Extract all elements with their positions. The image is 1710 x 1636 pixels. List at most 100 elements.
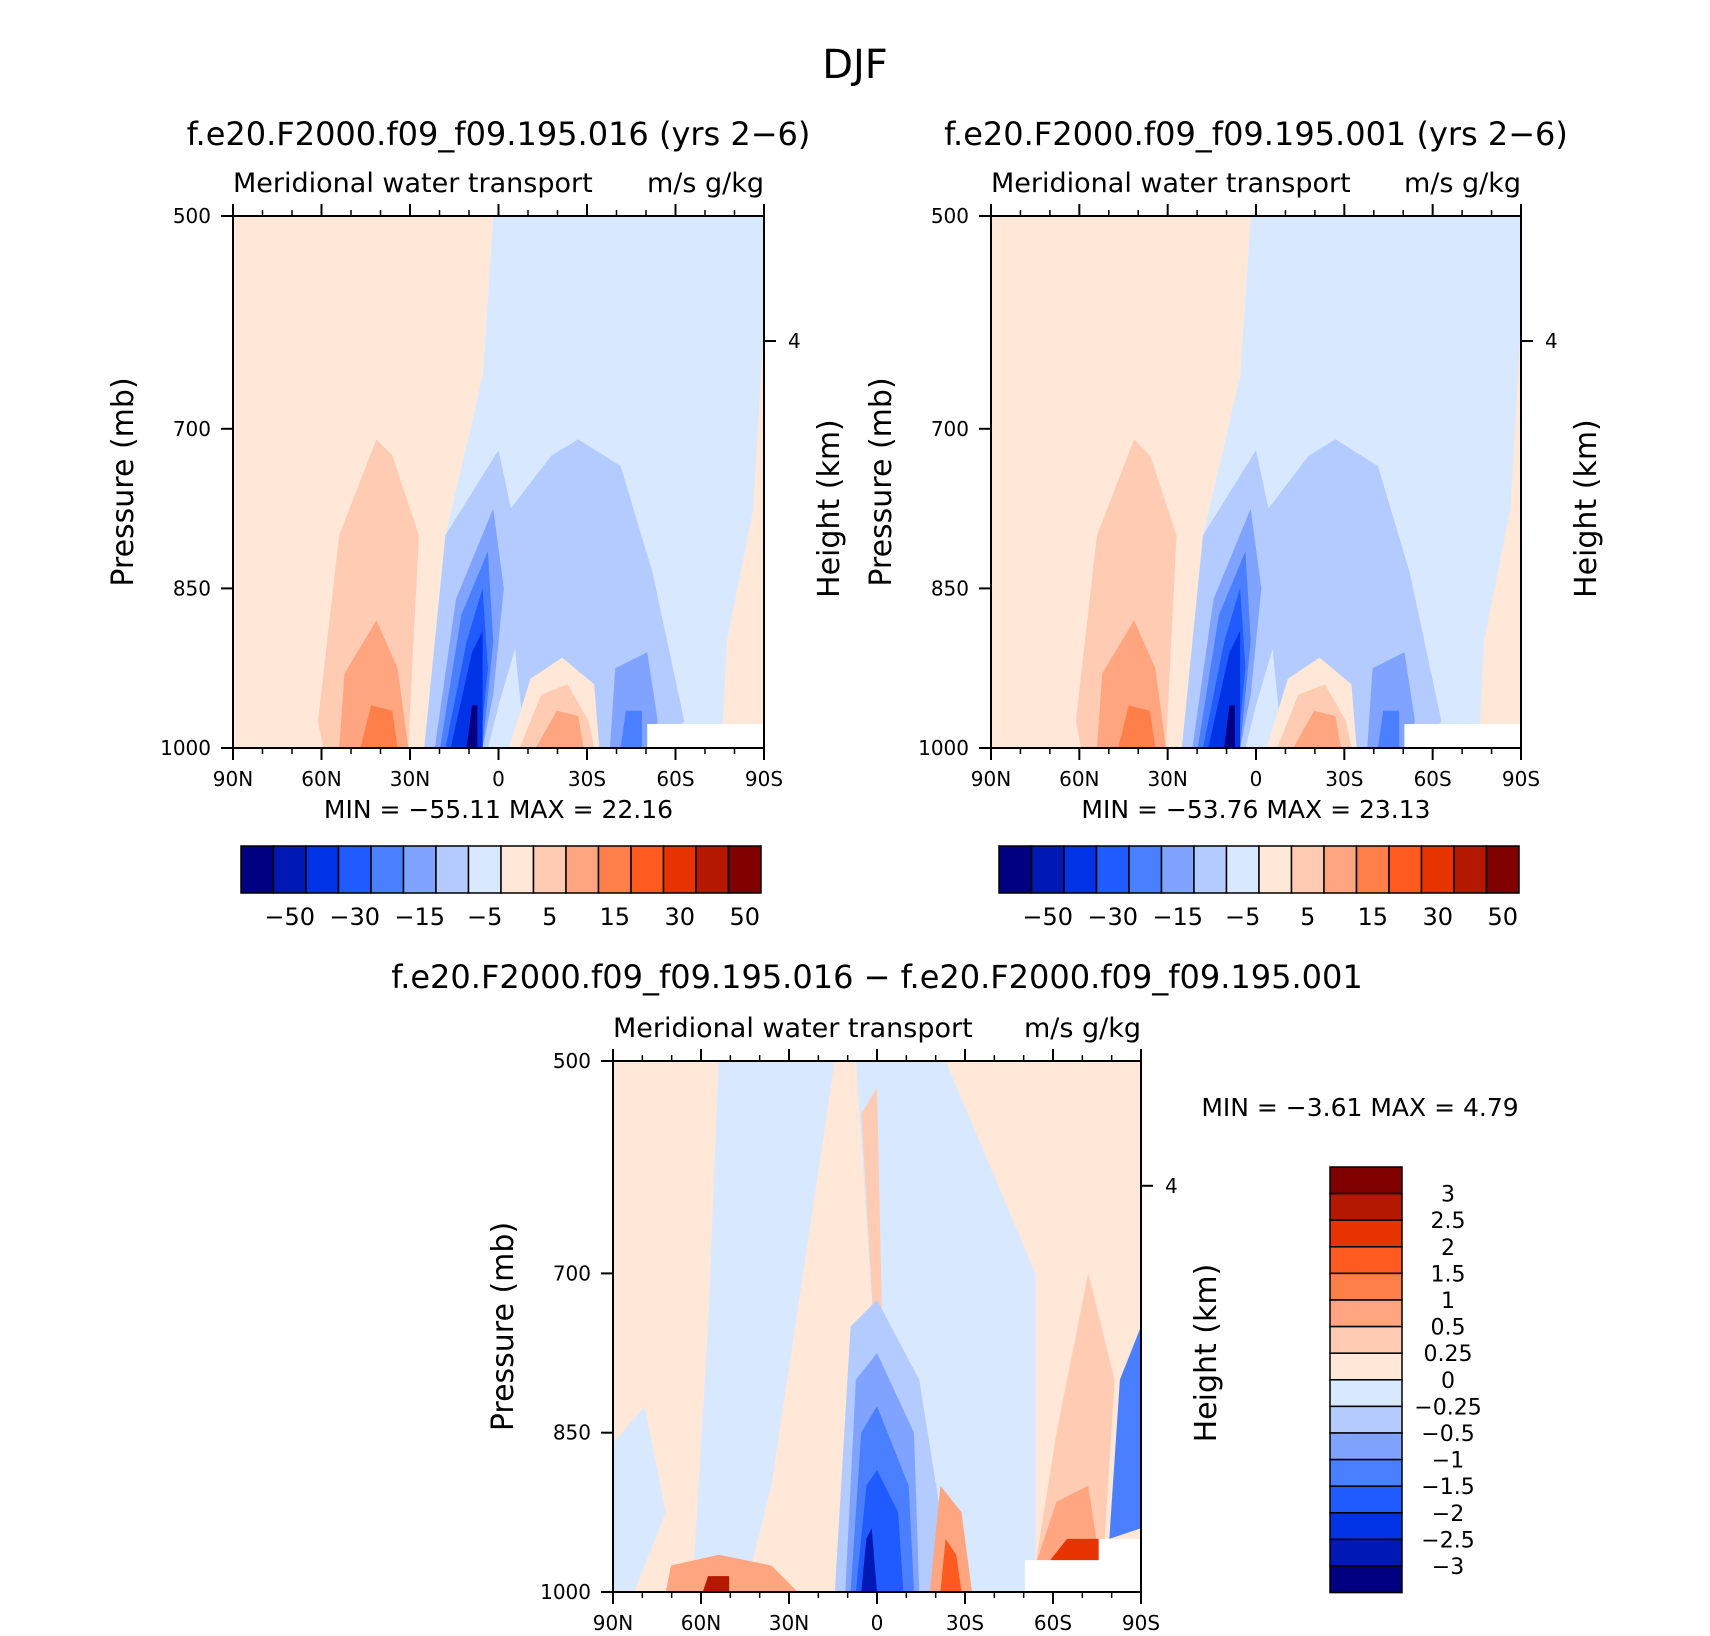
diff-neg-2 xyxy=(855,1061,1036,1592)
x-tick-label: 30N xyxy=(1147,767,1187,791)
contour-pos-sh-3 xyxy=(1293,710,1341,748)
colorbar-box xyxy=(1095,845,1130,894)
colorbar-label: −5 xyxy=(467,903,502,931)
colorbar-box xyxy=(1225,845,1260,894)
diff-neg-1 xyxy=(692,1061,835,1592)
contour-neg-6 xyxy=(1224,705,1235,748)
missing-data xyxy=(647,724,764,748)
colorbar-box xyxy=(1030,845,1065,894)
colorbar-label: −2 xyxy=(1432,1502,1464,1527)
colorbar-box xyxy=(1329,1352,1403,1381)
y-tick-label: 700 xyxy=(173,417,211,441)
colorbar-box xyxy=(500,845,535,894)
panel-subtitle: Meridional water transport xyxy=(233,168,593,199)
panel-units: m/s g/kg xyxy=(647,168,764,199)
colorbar-box xyxy=(998,845,1033,894)
missing-data xyxy=(1024,1560,1110,1592)
y-axis-title: Pressure (mb) xyxy=(106,377,141,586)
colorbar-label: −15 xyxy=(1152,903,1203,931)
colorbar-label: −50 xyxy=(1022,903,1073,931)
y-tick-label: 1000 xyxy=(540,1580,591,1604)
colorbar-box xyxy=(662,845,697,894)
colorbar-box xyxy=(1329,1246,1403,1275)
x-tick-label: 60N xyxy=(301,767,341,791)
y2-axis-title: Height (km) xyxy=(1569,419,1604,598)
y2-tick-label: 4 xyxy=(1165,1174,1178,1198)
panels: f.e20.F2000.f09_f09.195.016 (yrs 2−6) Mer… xyxy=(106,115,1604,1635)
contour-neg-6 xyxy=(466,705,478,748)
colorbar-box xyxy=(1329,1272,1403,1301)
colorbar-label: 2.5 xyxy=(1431,1209,1466,1234)
colorbar-label: 30 xyxy=(1422,903,1453,931)
panel-subtitle: Meridional water transport xyxy=(613,1013,973,1044)
colorbar-label: 50 xyxy=(1487,903,1518,931)
colorbar-label: 5 xyxy=(542,903,557,931)
diff-pos-b xyxy=(929,1485,972,1592)
x-tick-label: 90S xyxy=(1502,767,1540,791)
colorbar-label: −1 xyxy=(1432,1449,1464,1474)
y2-tick-label: 4 xyxy=(788,329,801,353)
colorbar-box xyxy=(435,845,470,894)
y-tick-label: 850 xyxy=(553,1421,591,1445)
x-tick-label: 0 xyxy=(1250,767,1263,791)
x-tick-label: 30S xyxy=(568,767,606,791)
y-tick-label: 700 xyxy=(553,1261,591,1285)
colorbar-box xyxy=(630,845,665,894)
y-axis-title: Pressure (mb) xyxy=(864,377,899,586)
colorbar-label: 15 xyxy=(599,903,630,931)
x-tick-label: 90S xyxy=(745,767,783,791)
colorbar-box xyxy=(1329,1325,1403,1354)
panel-3: f.e20.F2000.f09_f09.195.016 − f.e20.F200… xyxy=(391,958,1363,1635)
x-tick-label: 90S xyxy=(1122,1611,1160,1635)
colorbar-label: −5 xyxy=(1225,903,1260,931)
colorbar-box xyxy=(695,845,730,894)
colorbar-box xyxy=(1485,845,1520,894)
y-tick-label: 500 xyxy=(553,1049,591,1073)
y-tick-label: 700 xyxy=(931,417,969,441)
colorbar-box xyxy=(1355,845,1390,894)
colorbar-box xyxy=(1329,1299,1403,1328)
diff-pos-d2 xyxy=(702,1576,730,1592)
colorbar-label: 30 xyxy=(664,903,695,931)
min-max-label: MIN = −53.76 MAX = 23.13 xyxy=(1081,795,1430,824)
y2-axis-title: Height (km) xyxy=(1189,1264,1224,1443)
y2-tick-label: 4 xyxy=(1545,329,1558,353)
y-tick-label: 1000 xyxy=(160,736,211,760)
contour-pos-pole xyxy=(1478,322,1521,748)
y-tick-label: 850 xyxy=(931,576,969,600)
colorbar-box xyxy=(1329,1565,1403,1594)
x-tick-label: 30N xyxy=(769,1611,809,1635)
x-tick-label: 30N xyxy=(390,767,430,791)
x-tick-label: 60N xyxy=(681,1611,721,1635)
x-tick-label: 30S xyxy=(946,1611,984,1635)
min-max-label: MIN = −3.61 MAX = 4.79 xyxy=(1201,1093,1518,1122)
colorbar-box xyxy=(565,845,600,894)
colorbar-box xyxy=(1329,1405,1403,1434)
colorbar-label: −30 xyxy=(1087,903,1138,931)
contour-pos-pole xyxy=(721,322,764,748)
contour-neg-sh-3 xyxy=(620,710,642,748)
panel-title: f.e20.F2000.f09_f09.195.016 − f.e20.F200… xyxy=(391,958,1363,996)
diff-pos-b2 xyxy=(940,1538,962,1592)
x-tick-label: 0 xyxy=(492,767,505,791)
colorbar-label: 0.25 xyxy=(1424,1342,1473,1367)
diff-pos-c xyxy=(1035,1273,1115,1566)
colorbar-box xyxy=(532,845,567,894)
colorbar-label: 5 xyxy=(1300,903,1315,931)
colorbar-label: 3 xyxy=(1441,1183,1455,1208)
diff-neg-pole xyxy=(1109,1326,1141,1539)
x-tick-label: 0 xyxy=(871,1611,884,1635)
colorbar-label: −1.5 xyxy=(1421,1475,1474,1500)
x-tick-label: 60S xyxy=(1034,1611,1072,1635)
y-axis-title: Pressure (mb) xyxy=(486,1222,521,1431)
colorbar-box xyxy=(727,845,762,894)
panel-units: m/s g/kg xyxy=(1024,1013,1141,1044)
colorbar-box xyxy=(1193,845,1228,894)
x-tick-label: 60N xyxy=(1059,767,1099,791)
diff-core-5 xyxy=(861,1528,877,1592)
colorbar-box xyxy=(1323,845,1358,894)
x-tick-label: 60S xyxy=(656,767,694,791)
figure-title: DJF xyxy=(822,42,888,88)
min-max-label: MIN = −55.11 MAX = 22.16 xyxy=(324,795,673,824)
panel-subtitle: Meridional water transport xyxy=(991,168,1351,199)
